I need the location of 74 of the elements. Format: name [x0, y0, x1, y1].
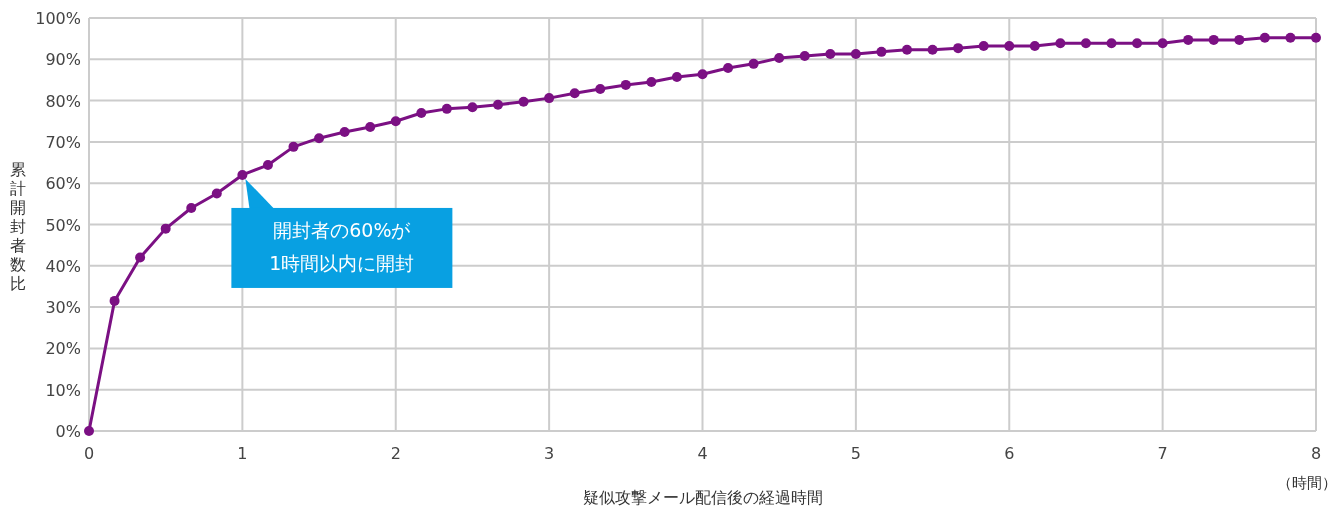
point	[390, 116, 401, 127]
point	[774, 53, 785, 64]
point	[314, 133, 325, 144]
y-tick-label: 90%	[45, 50, 81, 70]
x-tick-label: 6	[1004, 444, 1015, 463]
point	[1259, 32, 1270, 43]
y-tick-label: 50%	[45, 215, 81, 235]
point	[416, 107, 427, 118]
y-tick-label: 30%	[45, 298, 81, 318]
point	[186, 202, 197, 213]
y-tick-label: 60%	[45, 174, 81, 194]
x-tick-label: 4	[697, 444, 708, 463]
point	[493, 99, 504, 110]
point	[1055, 38, 1066, 49]
x-tick-label: 7	[1157, 444, 1168, 463]
point	[978, 41, 989, 52]
point	[646, 77, 657, 88]
point	[1029, 41, 1040, 52]
x-tick-label: 2	[390, 444, 401, 463]
point	[850, 48, 861, 59]
point	[441, 103, 452, 114]
y-tick-label: 20%	[45, 339, 81, 359]
point	[1132, 38, 1143, 49]
point	[825, 48, 836, 59]
x-tick-label: 3	[544, 444, 555, 463]
point	[160, 223, 171, 234]
point	[467, 102, 478, 113]
y-tick-label: 10%	[45, 380, 81, 400]
point	[1004, 41, 1015, 52]
point	[1285, 32, 1296, 43]
point	[1311, 32, 1321, 43]
point	[237, 169, 248, 180]
x-tick-label: 5	[850, 444, 861, 463]
point	[723, 62, 734, 73]
point	[1234, 34, 1245, 45]
point	[671, 72, 682, 83]
x-axis-title: 疑似攻撃メール配信後の経過時間	[582, 488, 823, 507]
point	[1208, 34, 1219, 45]
point	[1183, 34, 1194, 45]
point	[927, 44, 938, 55]
y-tick-label: 0%	[55, 422, 81, 441]
x-tick-label: 0	[83, 444, 95, 463]
x-tick-label: 8	[1310, 444, 1322, 463]
point	[876, 46, 887, 57]
point	[109, 295, 120, 306]
point	[1080, 38, 1091, 49]
point	[518, 96, 529, 107]
point	[902, 44, 912, 55]
y-tick-label: 80%	[45, 91, 81, 111]
y-tick-label: 100%	[35, 9, 81, 28]
y-tick-label: 70%	[45, 132, 81, 152]
point	[365, 122, 376, 133]
point	[748, 58, 759, 69]
point	[697, 69, 708, 80]
point	[288, 141, 299, 152]
point	[544, 93, 555, 104]
point	[211, 188, 222, 199]
point	[569, 88, 580, 99]
callout: 開封者の60%が 1時間以内に開封	[231, 178, 453, 288]
point	[84, 426, 94, 436]
point	[595, 84, 606, 95]
point	[953, 43, 964, 54]
point	[1157, 38, 1168, 49]
point	[1106, 38, 1117, 49]
y-tick-label: 40%	[45, 256, 81, 276]
annotation: 開封者の60%が 1時間以内に開封	[269, 218, 415, 274]
point	[135, 252, 146, 263]
point	[620, 79, 631, 90]
x-tick-label: 1	[237, 444, 248, 463]
text: （時間）	[1277, 474, 1337, 492]
y-axis-title: 累計開封者数比	[10, 160, 26, 293]
point	[262, 160, 273, 171]
point	[339, 126, 350, 137]
point	[799, 51, 810, 61]
